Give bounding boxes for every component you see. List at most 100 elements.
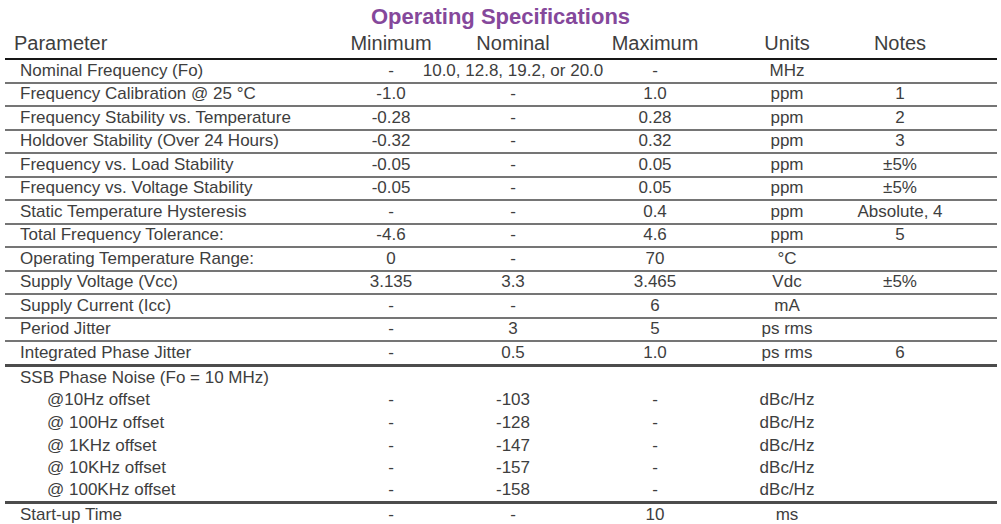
table-body: Nominal Frequency (Fo) - 10.0, 12.8, 19.2,… <box>5 59 997 524</box>
cell-notes: ±5% <box>843 153 997 177</box>
table-row: Operating Temperature Range:0-70°C <box>5 247 997 271</box>
table-row: @ 100Hz offset--128-dBc/Hz <box>5 412 997 435</box>
cell-parameter: Period Jitter <box>5 318 335 342</box>
cell-maximum: 1.0 <box>579 341 731 365</box>
cell-units: ppm <box>731 224 843 248</box>
table-row: @ 10KHz offset--157-dBc/Hz <box>5 457 997 480</box>
cell-parameter: Total Frequency Tolerance: <box>5 224 335 248</box>
cell-units: °C <box>731 247 843 271</box>
cell-notes <box>843 457 997 480</box>
cell-minimum: - <box>335 389 447 412</box>
cell-minimum: -0.28 <box>335 106 447 130</box>
cell-minimum: -4.6 <box>335 224 447 248</box>
cell-nominal: - <box>447 130 579 154</box>
cell-nominal: - <box>447 200 579 224</box>
cell-nominal-text: 10.0, 12.8, 19.2, or 20.0 <box>423 61 604 81</box>
table-row: Frequency Stability vs. Temperature-0.28… <box>5 106 997 130</box>
column-header-minimum: Minimum <box>335 31 447 59</box>
cell-notes: 5 <box>843 224 997 248</box>
cell-minimum: 0 <box>335 247 447 271</box>
cell-units: ppm <box>731 83 843 107</box>
cell-parameter: @ 1KHz offset <box>5 434 335 457</box>
table-row: Supply Current (Icc)--6mA <box>5 294 997 318</box>
cell-parameter: Supply Voltage (Vcc) <box>5 271 335 295</box>
cell-nominal: - <box>447 153 579 177</box>
cell-notes: ±5% <box>843 177 997 201</box>
cell-maximum: 0.28 <box>579 106 731 130</box>
table-row: Frequency vs. Load Stability-0.05-0.05pp… <box>5 153 997 177</box>
cell-notes <box>843 247 997 271</box>
operating-specifications-table: Parameter Minimum Nominal Maximum Units … <box>5 31 997 524</box>
table-row: @ 1KHz offset--147-dBc/Hz <box>5 434 997 457</box>
cell-minimum: -0.05 <box>335 153 447 177</box>
cell-parameter: Nominal Frequency (Fo) <box>5 59 335 83</box>
cell-units <box>731 365 843 389</box>
cell-maximum: 0.05 <box>579 153 731 177</box>
cell-maximum <box>579 365 731 389</box>
cell-nominal: -157 <box>447 457 579 480</box>
cell-minimum: - <box>335 434 447 457</box>
cell-minimum: - <box>335 318 447 342</box>
cell-parameter: @ 10KHz offset <box>5 457 335 480</box>
cell-minimum: - <box>335 341 447 365</box>
page-title: Operating Specifications <box>0 0 1001 31</box>
cell-units: Vdc <box>731 271 843 295</box>
cell-notes <box>843 294 997 318</box>
column-header-notes: Notes <box>843 31 997 59</box>
cell-units: ppm <box>731 153 843 177</box>
cell-notes <box>843 412 997 435</box>
cell-nominal: 3 <box>447 318 579 342</box>
cell-nominal: - <box>447 224 579 248</box>
table-row: @10Hz offset--103-dBc/Hz <box>5 389 997 412</box>
cell-nominal: -103 <box>447 389 579 412</box>
column-header-maximum: Maximum <box>579 31 731 59</box>
cell-units: dBc/Hz <box>731 479 843 502</box>
cell-notes <box>843 318 997 342</box>
cell-minimum: - <box>335 479 447 502</box>
cell-maximum: 3.465 <box>579 271 731 295</box>
cell-nominal: -128 <box>447 412 579 435</box>
cell-parameter: @10Hz offset <box>5 389 335 412</box>
cell-nominal: 3.3 <box>447 271 579 295</box>
cell-maximum: 0.05 <box>579 177 731 201</box>
cell-notes <box>843 389 997 412</box>
table-header: Parameter Minimum Nominal Maximum Units … <box>5 31 997 59</box>
cell-maximum: 70 <box>579 247 731 271</box>
cell-units: ps rms <box>731 318 843 342</box>
cell-maximum: 0.4 <box>579 200 731 224</box>
header-row: Parameter Minimum Nominal Maximum Units … <box>5 31 997 59</box>
cell-nominal: - <box>447 502 579 524</box>
cell-nominal: - <box>447 106 579 130</box>
cell-notes: 1 <box>843 83 997 107</box>
table-row: Static Temperature Hysteresis--0.4ppmAbs… <box>5 200 997 224</box>
table-row: Nominal Frequency (Fo)-10.0, 12.8, 19.2,… <box>5 59 997 83</box>
cell-parameter: @ 100KHz offset <box>5 479 335 502</box>
cell-maximum: 6 <box>579 294 731 318</box>
cell-parameter: @ 100Hz offset <box>5 412 335 435</box>
cell-notes: Absolute, 4 <box>843 200 997 224</box>
cell-parameter: Holdover Stability (Over 24 Hours) <box>5 130 335 154</box>
cell-units: ppm <box>731 106 843 130</box>
cell-maximum: - <box>579 412 731 435</box>
cell-parameter: Start-up Time <box>5 502 335 524</box>
cell-minimum: - <box>335 294 447 318</box>
cell-units: ps rms <box>731 341 843 365</box>
cell-maximum: - <box>579 434 731 457</box>
column-header-nominal: Nominal <box>447 31 579 59</box>
cell-minimum: - <box>335 412 447 435</box>
table-row: SSB Phase Noise (Fo = 10 MHz) <box>5 365 997 389</box>
cell-maximum: - <box>579 389 731 412</box>
cell-maximum: 0.32 <box>579 130 731 154</box>
cell-units: ppm <box>731 200 843 224</box>
cell-parameter: Static Temperature Hysteresis <box>5 200 335 224</box>
cell-units: dBc/Hz <box>731 434 843 457</box>
cell-parameter: Frequency vs. Load Stability <box>5 153 335 177</box>
cell-maximum: 4.6 <box>579 224 731 248</box>
cell-units: mA <box>731 294 843 318</box>
table-row: Frequency Calibration @ 25 °C-1.0-1.0ppm… <box>5 83 997 107</box>
cell-notes <box>843 365 997 389</box>
cell-units: dBc/Hz <box>731 412 843 435</box>
cell-minimum <box>335 365 447 389</box>
cell-units: ppm <box>731 177 843 201</box>
cell-minimum: -0.05 <box>335 177 447 201</box>
